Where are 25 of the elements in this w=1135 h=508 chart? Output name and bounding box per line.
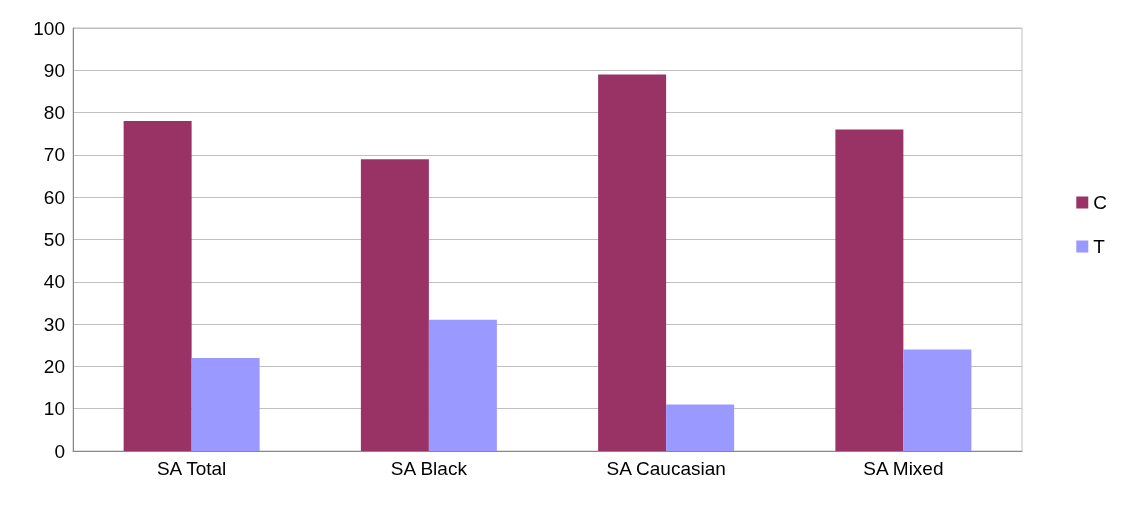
bar (428, 319, 497, 451)
x-tick-label: SA Mixed (863, 458, 944, 479)
y-tick-label: 100 (33, 17, 65, 39)
bar (903, 349, 972, 451)
bar (191, 357, 260, 451)
legend-label: C (1093, 192, 1108, 213)
y-tick-label: 40 (43, 271, 65, 293)
x-tick-label: SA Black (390, 458, 468, 479)
y-tick-label: 0 (54, 440, 65, 462)
bar (360, 159, 429, 451)
bar (598, 74, 667, 451)
bar (835, 129, 904, 451)
x-tick-label: SA Total (156, 458, 227, 479)
y-tick-label: 50 (43, 229, 65, 250)
legend-label: T (1093, 236, 1106, 257)
bar (666, 404, 735, 451)
y-tick-label: 80 (43, 102, 65, 124)
bar (123, 121, 192, 451)
x-tick-label: SA Caucasian (606, 458, 726, 479)
y-tick-label: 60 (43, 186, 65, 208)
y-tick-label: 30 (43, 313, 65, 335)
y-tick-label: 10 (43, 398, 65, 420)
y-tick-label: 20 (43, 355, 65, 377)
y-tick-label: 90 (43, 59, 65, 81)
y-tick-label: 70 (43, 144, 65, 166)
